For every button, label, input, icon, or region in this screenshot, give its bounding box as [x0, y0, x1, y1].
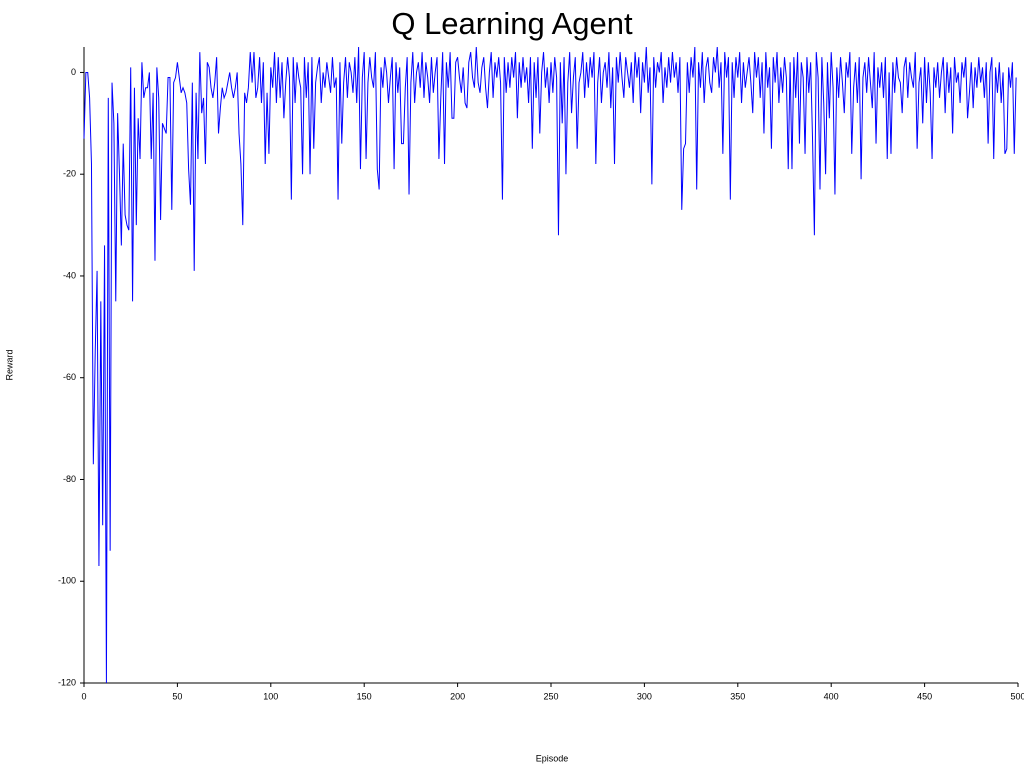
y-tick-label: -20 — [63, 169, 76, 179]
x-tick-label: 150 — [357, 691, 372, 701]
x-tick-label: 250 — [543, 691, 558, 701]
x-tick-label: 200 — [450, 691, 465, 701]
chart-title: Q Learning Agent — [391, 6, 633, 41]
y-tick-label: -100 — [58, 576, 76, 586]
y-tick-label: -120 — [58, 677, 76, 687]
x-tick-label: 0 — [81, 691, 86, 701]
y-tick-label: -60 — [63, 372, 76, 382]
y-tick-label: -80 — [63, 474, 76, 484]
x-tick-label: 50 — [172, 691, 182, 701]
x-tick-label: 400 — [824, 691, 839, 701]
y-tick-label: -40 — [63, 270, 76, 280]
x-tick-label: 350 — [730, 691, 745, 701]
y-axis-label: Reward — [4, 349, 14, 380]
x-tick-label: 100 — [263, 691, 278, 701]
x-tick-label: 450 — [917, 691, 932, 701]
x-axis-label: Episode — [536, 753, 569, 763]
line-series — [83, 46, 1017, 684]
x-tick-label: 300 — [637, 691, 652, 701]
y-tick-label: 0 — [71, 67, 76, 77]
x-tick-label: 500 — [1010, 691, 1024, 701]
